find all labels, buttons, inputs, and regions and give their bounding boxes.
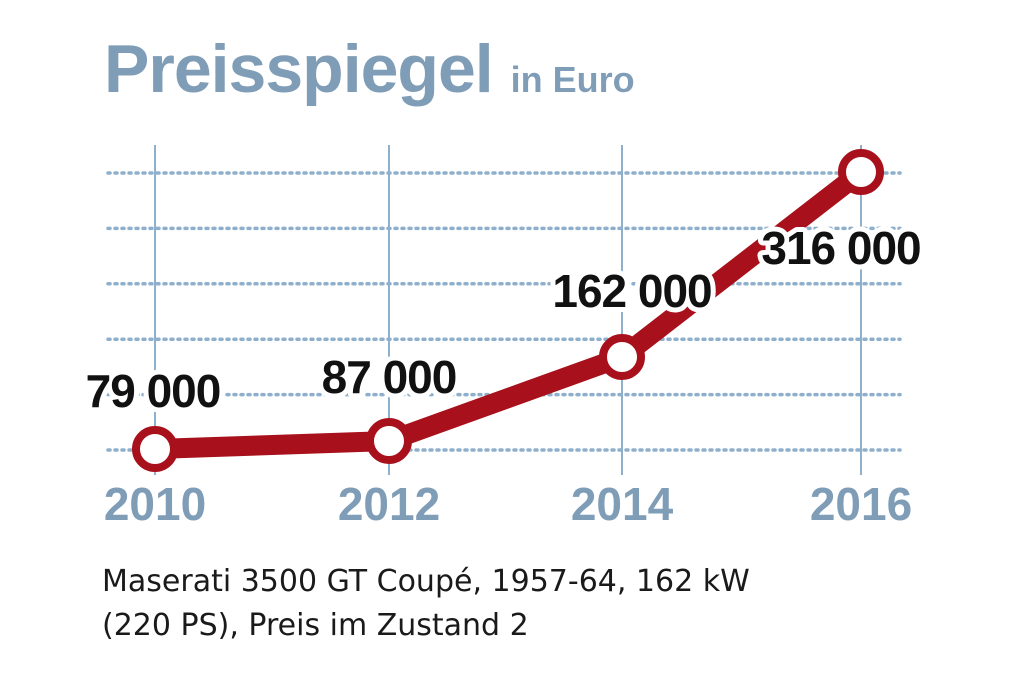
data-label: 162 000 bbox=[552, 265, 711, 317]
data-label-halo: 79 000 bbox=[86, 365, 221, 417]
x-tick-label: 2016 bbox=[810, 478, 912, 530]
data-point bbox=[838, 149, 884, 195]
data-label-halo: 162 000 bbox=[552, 265, 711, 317]
title-block: Preisspiegel in Euro bbox=[104, 30, 635, 108]
data-point bbox=[599, 334, 645, 380]
chart-title: Preisspiegel bbox=[104, 31, 494, 107]
data-label: 316 000 bbox=[761, 222, 920, 274]
data-label: 79 000 bbox=[86, 365, 221, 417]
grid bbox=[106, 145, 902, 475]
data-point bbox=[132, 426, 178, 472]
x-tick-label: 2010 bbox=[104, 478, 206, 530]
data-label-halo: 316 000 bbox=[761, 222, 920, 274]
data-label-halo: 87 000 bbox=[322, 351, 457, 403]
series-line bbox=[145, 162, 871, 459]
x-axis-ticks: 2010 2012 2014 2016 bbox=[104, 478, 912, 530]
x-tick-label: 2014 bbox=[571, 478, 674, 530]
chart-caption: Maserati 3500 GT Coupé, 1957-64, 162 kW … bbox=[102, 560, 962, 648]
series-polyline bbox=[145, 162, 871, 459]
caption-line-1: Maserati 3500 GT Coupé, 1957-64, 162 kW bbox=[102, 564, 750, 599]
x-tick-label: 2012 bbox=[338, 478, 440, 530]
data-points bbox=[132, 149, 884, 472]
chart-subtitle: in Euro bbox=[510, 59, 635, 100]
data-label: 87 000 bbox=[322, 351, 457, 403]
caption-line-2: (220 PS), Preis im Zustand 2 bbox=[102, 608, 529, 643]
data-point bbox=[366, 418, 412, 464]
